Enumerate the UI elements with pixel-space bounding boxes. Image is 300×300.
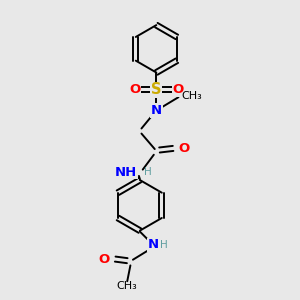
Text: CH₃: CH₃ xyxy=(182,91,203,101)
Text: N: N xyxy=(151,104,162,117)
Text: N: N xyxy=(148,238,159,251)
Text: S: S xyxy=(151,82,162,98)
Text: CH₃: CH₃ xyxy=(117,281,138,291)
Text: O: O xyxy=(172,83,184,96)
Text: H: H xyxy=(160,240,168,250)
Text: NH: NH xyxy=(115,166,137,178)
Text: O: O xyxy=(129,83,140,96)
Text: O: O xyxy=(99,253,110,266)
Text: H: H xyxy=(144,167,152,177)
Text: O: O xyxy=(178,142,190,155)
